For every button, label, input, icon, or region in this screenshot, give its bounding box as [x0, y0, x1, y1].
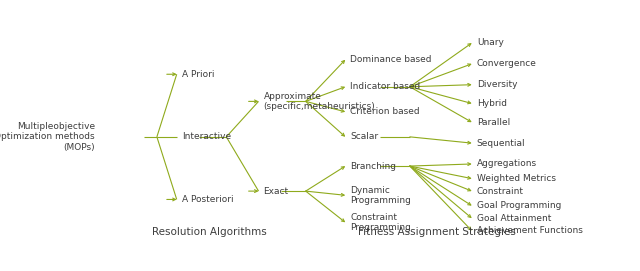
Text: A Priori: A Priori	[182, 70, 214, 79]
Text: Goal Programming: Goal Programming	[477, 201, 561, 210]
Text: Diversity: Diversity	[477, 80, 517, 89]
Text: Scalar: Scalar	[350, 132, 378, 141]
Text: A Posteriori: A Posteriori	[182, 195, 234, 204]
Text: Constraint: Constraint	[477, 187, 524, 196]
Text: Indicator based: Indicator based	[350, 82, 420, 91]
Text: Aggregations: Aggregations	[477, 159, 537, 169]
Text: Branching: Branching	[350, 162, 396, 170]
Text: Sequential: Sequential	[477, 138, 525, 148]
Text: Interactive: Interactive	[182, 132, 231, 141]
Text: Constraint
Programming: Constraint Programming	[350, 213, 411, 232]
Text: Weighted Metrics: Weighted Metrics	[477, 174, 556, 183]
Text: Resolution Algorithms: Resolution Algorithms	[152, 227, 266, 237]
Text: Convergence: Convergence	[477, 59, 537, 68]
Text: Dominance based: Dominance based	[350, 55, 432, 64]
Text: Parallel: Parallel	[477, 118, 510, 127]
Text: Exact: Exact	[264, 187, 289, 196]
Text: Criterion based: Criterion based	[350, 107, 420, 116]
Text: Dynamic
Programming: Dynamic Programming	[350, 186, 411, 205]
Text: Approximate
(specific,metaheuristics): Approximate (specific,metaheuristics)	[264, 92, 375, 111]
Text: Multipleobjective
Optimization methods
(MOPs): Multipleobjective Optimization methods (…	[0, 122, 95, 152]
Text: Hybrid: Hybrid	[477, 99, 507, 108]
Text: Achievement Functions: Achievement Functions	[477, 226, 582, 235]
Text: Unary: Unary	[477, 38, 504, 47]
Text: Goal Attainment: Goal Attainment	[477, 214, 551, 223]
Text: Fitness Assignment Strategies: Fitness Assignment Strategies	[358, 227, 516, 237]
